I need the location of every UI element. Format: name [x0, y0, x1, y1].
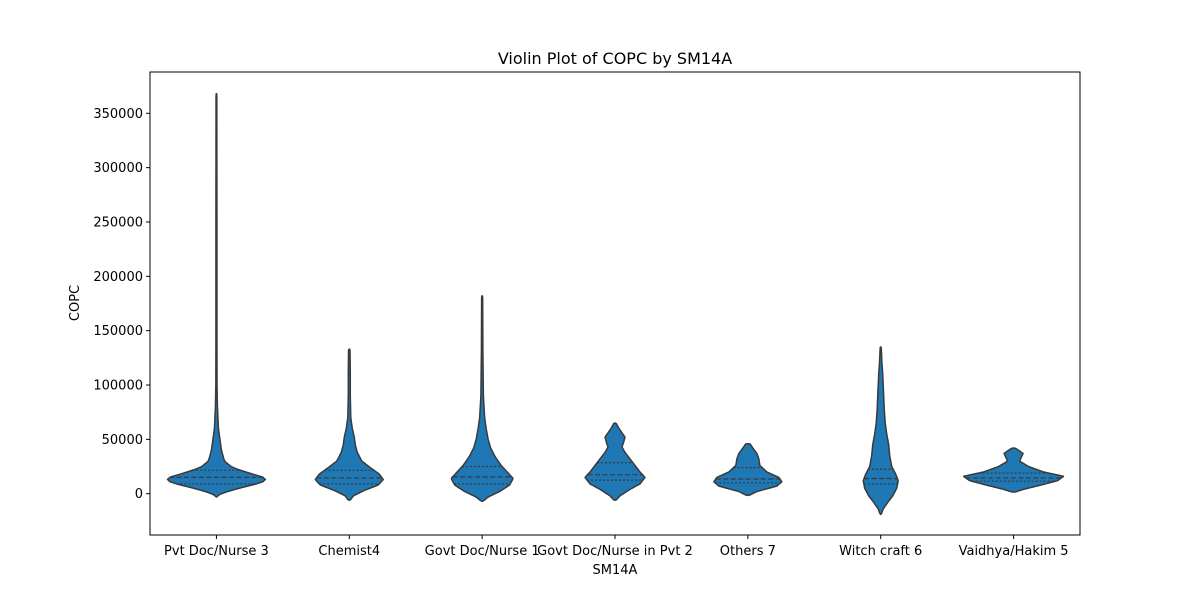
- y-tick-label: 250000: [93, 215, 143, 230]
- violin-body: [862, 346, 899, 516]
- violin-5: [862, 346, 899, 516]
- violin-body: [314, 348, 384, 501]
- x-tick-label: Witch craft 6: [839, 544, 922, 559]
- violin-body: [450, 295, 514, 503]
- y-tick-label: 350000: [93, 107, 143, 122]
- violin-6: [962, 447, 1065, 493]
- violins-group: [166, 92, 1065, 516]
- x-tick-label: Pvt Doc/Nurse 3: [164, 544, 269, 559]
- violin-1: [314, 348, 384, 501]
- violin-3: [584, 422, 646, 501]
- x-tick-label: Vaidhya/Hakim 5: [959, 544, 1069, 559]
- y-tick-label: 0: [135, 487, 143, 502]
- y-axis: 0 50000 100000 150000 200000 250000 300000 3500…: [93, 107, 150, 502]
- x-tick-label: Govt Doc/Nurse in Pvt 2: [537, 544, 693, 559]
- y-tick-label: 300000: [93, 161, 143, 176]
- violin-2: [450, 295, 514, 503]
- x-tick-label: Others 7: [720, 544, 776, 559]
- violin-0: [166, 92, 267, 498]
- chart-title: Violin Plot of COPC by SM14A: [498, 49, 732, 68]
- y-axis-label: COPC: [68, 285, 83, 321]
- x-axis-label: SM14A: [593, 563, 638, 578]
- plot-frame: [149, 71, 1081, 536]
- y-tick-label: 50000: [102, 433, 143, 448]
- y-tick-label: 100000: [93, 379, 143, 394]
- y-tick-label: 200000: [93, 270, 143, 285]
- violin-body: [166, 92, 267, 498]
- x-axis: Pvt Doc/Nurse 3 Chemist4 Govt Doc/Nurse 1G…: [164, 535, 1069, 559]
- x-tick-label: Govt Doc/Nurse 1: [425, 544, 540, 559]
- y-tick-label: 150000: [93, 324, 143, 339]
- violin-4: [713, 442, 783, 497]
- x-tick-label: Chemist4: [318, 544, 380, 559]
